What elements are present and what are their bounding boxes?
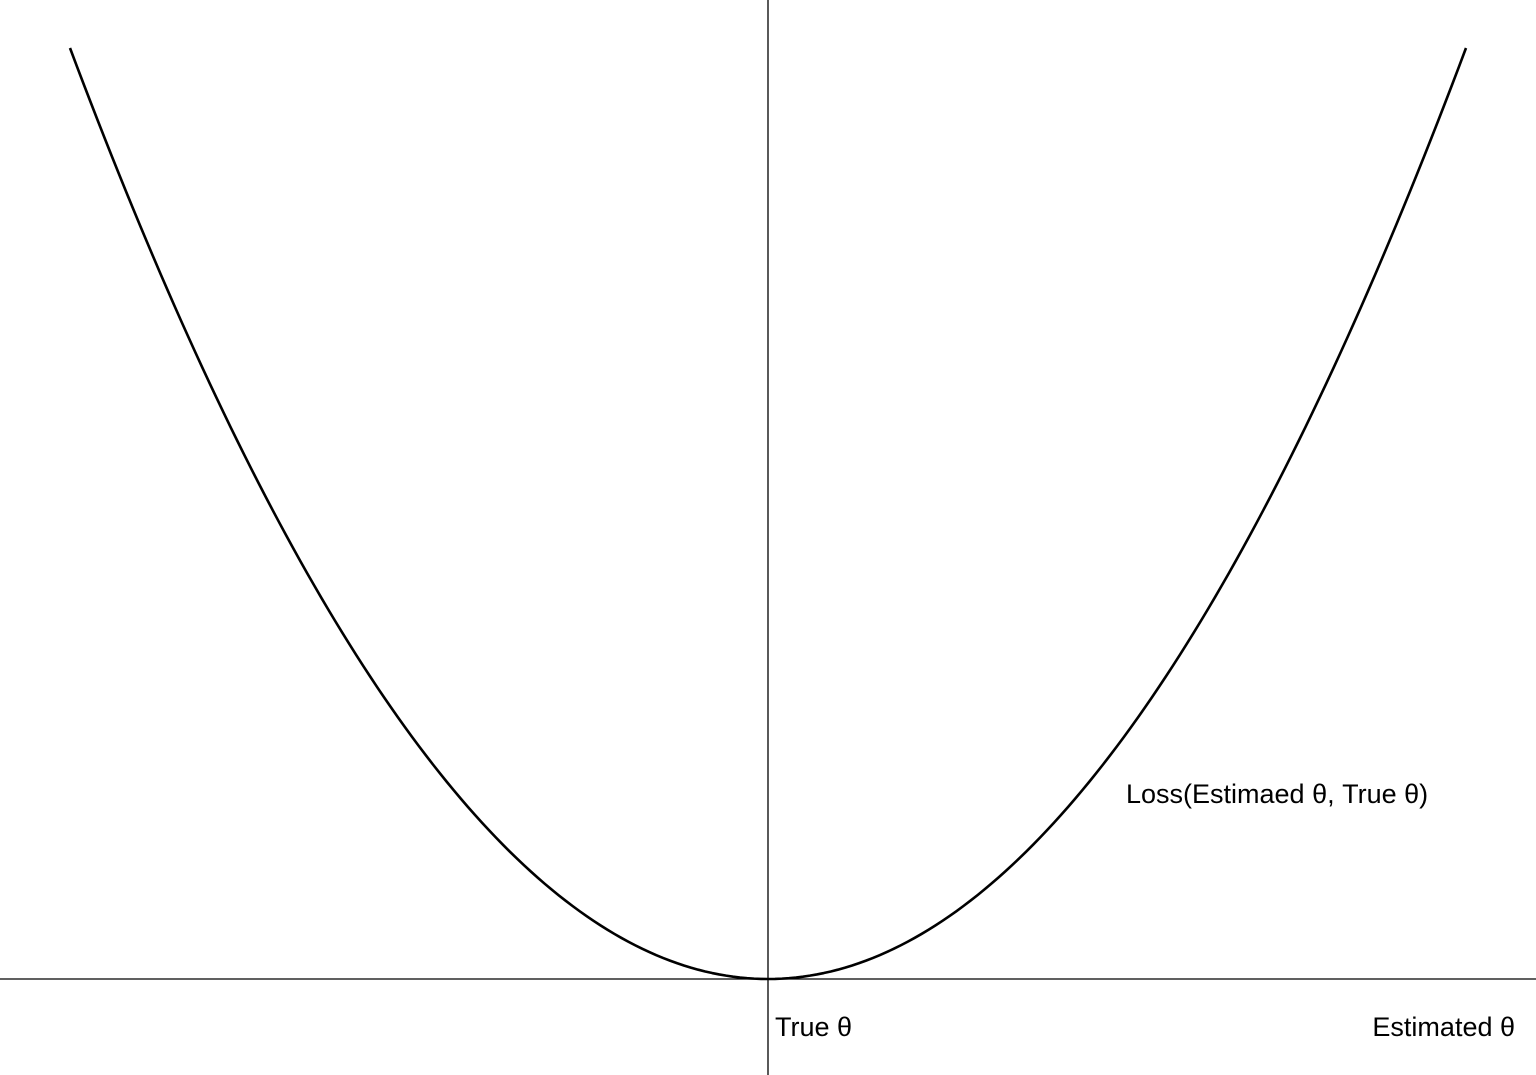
- loss-curve: [68, 47, 1468, 981]
- x-axis-label: Estimated θ: [1372, 1012, 1515, 1042]
- center-label: True θ: [775, 1012, 852, 1042]
- curve-label: Loss(Estimaed θ, True θ): [1126, 779, 1428, 809]
